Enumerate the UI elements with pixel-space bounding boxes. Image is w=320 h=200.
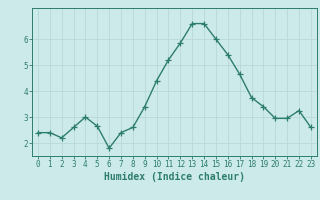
X-axis label: Humidex (Indice chaleur): Humidex (Indice chaleur)	[104, 172, 245, 182]
